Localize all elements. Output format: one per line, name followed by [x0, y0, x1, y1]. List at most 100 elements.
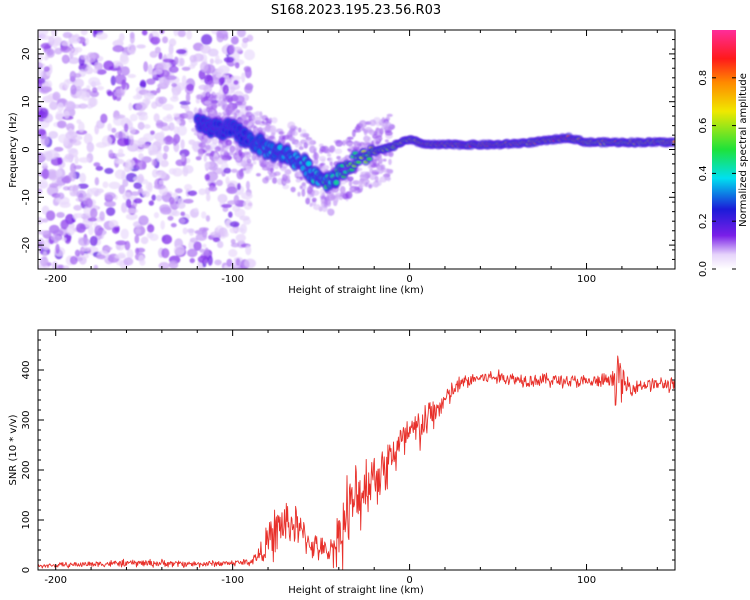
colorbar: 0.0 0.2 0.4 0.6 0.8 Normalized spectral ampl… [698, 30, 749, 277]
spectrogram-cell [193, 207, 199, 213]
spectrogram-cell [231, 104, 236, 111]
spectrogram-cell [89, 235, 98, 247]
spectrogram-cell [193, 241, 202, 251]
spectrogram-y-tick-label: 0 [21, 146, 32, 152]
spectrogram-cell [146, 78, 156, 85]
spectrogram-cell [244, 119, 251, 124]
spectrogram-cell [95, 165, 104, 171]
spectrogram-cell [386, 113, 393, 117]
spectrogram-cell [306, 161, 312, 167]
spectrogram-cell [66, 225, 75, 236]
spectrogram-cell [86, 85, 91, 90]
spectrogram-cell [125, 213, 138, 221]
spectrogram-cell [311, 189, 320, 196]
spectrogram-cell [61, 40, 71, 47]
spectrogram-cell [369, 119, 377, 127]
spectrogram-cell [347, 148, 352, 152]
spectrogram-cell [41, 168, 50, 180]
spectrogram-cell [199, 61, 209, 73]
spectrogram-cell [181, 75, 187, 86]
spectrogram-cell [288, 136, 296, 141]
spectrogram-cell [269, 135, 275, 140]
spectrogram-cell [205, 91, 211, 99]
spectrogram-cell [94, 177, 100, 186]
spectrogram-cell [198, 69, 206, 80]
spectrogram-cell [323, 149, 331, 154]
spectrogram-cell [100, 113, 108, 124]
spectrogram-cell [134, 234, 140, 244]
spectrogram-cell [327, 153, 332, 157]
spectrogram-cell [61, 54, 70, 64]
colorbar-tick-label: 0.6 [698, 118, 709, 134]
spectrogram-cell [217, 193, 228, 204]
spectrogram-cell [327, 208, 333, 215]
spectrogram-cell [71, 140, 82, 146]
spectrogram-cell [226, 77, 232, 84]
spectrogram-cell [229, 227, 238, 234]
spectrogram-cell [221, 203, 233, 208]
spectrogram-cell [234, 208, 246, 218]
spectrogram-cell [241, 192, 253, 200]
spectrogram-cell [121, 202, 128, 214]
spectrogram-cell [303, 142, 309, 149]
spectrogram-cell [374, 175, 379, 183]
spectrogram-cell [60, 219, 69, 230]
spectrogram-cell [214, 259, 222, 266]
spectrogram-cell [111, 127, 117, 133]
spectrogram-cell [59, 201, 71, 208]
colorbar-ticks: 0.0 0.2 0.4 0.6 0.8 [698, 70, 736, 277]
spectrogram-cell [118, 184, 126, 195]
spectrogram-cell [200, 44, 212, 54]
spectrogram-cell [299, 185, 303, 190]
spectrogram-cell [217, 240, 224, 249]
spectrogram-cell [70, 36, 81, 44]
spectrogram-cell [193, 107, 198, 115]
spectrogram-cell [86, 52, 96, 63]
spectrogram-cell [65, 131, 78, 140]
spectrogram-cell [151, 169, 159, 178]
spectrogram-cell [225, 139, 233, 146]
spectrogram-cell [92, 87, 98, 94]
spectrogram-cell [295, 178, 302, 183]
spectrogram-cell [95, 254, 106, 260]
spectrogram-cell [179, 217, 186, 224]
spectrogram-cell [194, 229, 206, 235]
spectrogram-cell [240, 114, 247, 121]
spectrogram-cell [86, 61, 92, 71]
spectrogram-cell [292, 130, 298, 137]
spectrogram-cell [198, 142, 207, 149]
spectrogram-cell [158, 179, 164, 185]
spectrogram-cell [280, 168, 287, 172]
spectrogram-cell [388, 158, 392, 166]
spectrogram-cell [189, 237, 198, 243]
spectrogram-cell [129, 113, 138, 122]
spectrogram-cell [86, 188, 93, 198]
spectrogram-cell [186, 83, 194, 92]
spectrogram-cell [70, 162, 77, 174]
spectrogram-cell [99, 211, 105, 221]
spectrogram-cell [56, 120, 67, 129]
spectrogram-cell [222, 102, 228, 106]
spectrogram-cell [163, 145, 170, 153]
spectrogram-cell [79, 172, 87, 183]
spectrogram-cell [174, 56, 179, 65]
spectrogram-cell [205, 215, 211, 222]
spectrogram-cell [227, 200, 238, 205]
spectrogram-cell [75, 197, 85, 202]
spectrogram-cell [121, 170, 126, 182]
spectrogram-cell [361, 171, 368, 175]
spectrogram-cell [161, 234, 173, 245]
spectrogram-cell [301, 189, 306, 197]
spectrogram-cell [236, 169, 245, 180]
spectrogram-cell [153, 212, 160, 219]
spectrogram-cell [110, 75, 116, 86]
spectrogram-cell [383, 173, 391, 178]
snr-frame [37, 329, 676, 571]
spectrogram-cell [49, 101, 58, 111]
snr-y-axis-label: SNR (10 * v/v) [8, 414, 19, 485]
spectrogram-cell [320, 195, 327, 200]
spectrogram-cell [254, 116, 262, 122]
spectrogram-cell [129, 34, 135, 44]
spectrogram-cell [272, 177, 278, 184]
spectrogram-cell [69, 70, 77, 81]
